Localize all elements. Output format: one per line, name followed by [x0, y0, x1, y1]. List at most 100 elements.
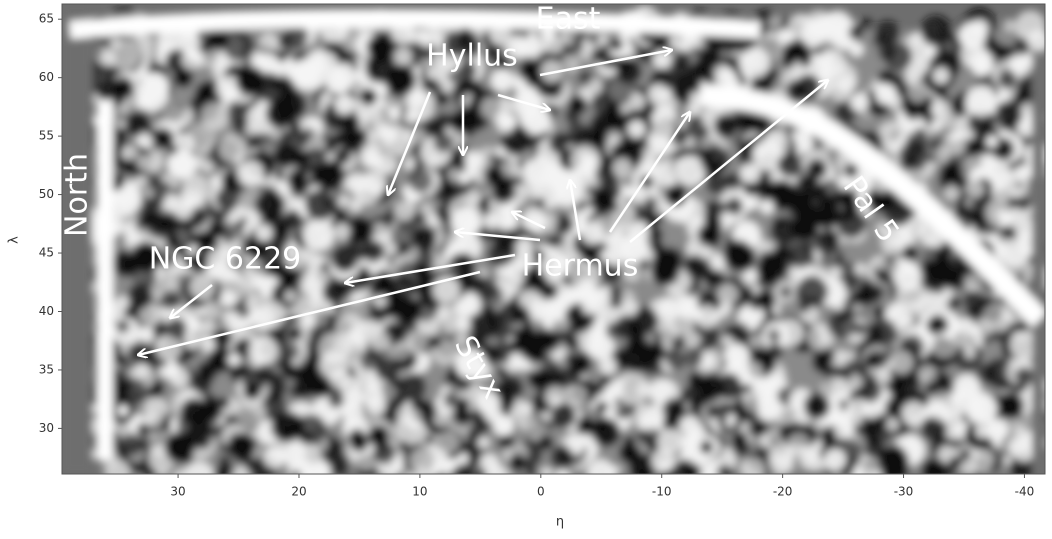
- blob: [137, 132, 154, 149]
- blob: [410, 446, 440, 474]
- blob: [618, 289, 635, 305]
- blob: [443, 391, 460, 408]
- blob: [306, 371, 334, 398]
- x-axis-label: η: [556, 515, 564, 530]
- blob: [118, 358, 131, 371]
- blob: [507, 276, 523, 293]
- blob: [770, 216, 800, 246]
- blob: [874, 257, 888, 271]
- blob: [779, 286, 792, 298]
- blob: [839, 188, 856, 205]
- blob: [554, 469, 571, 474]
- blob: [811, 198, 842, 229]
- blob: [967, 180, 985, 198]
- blob: [131, 241, 162, 273]
- blob: [901, 401, 927, 426]
- y-tick-label: 35: [39, 362, 54, 376]
- blob: [273, 142, 299, 168]
- blob: [504, 436, 516, 449]
- blob: [961, 156, 991, 185]
- blob: [290, 470, 301, 474]
- blob: [127, 283, 153, 309]
- blob: [868, 317, 897, 347]
- blob: [616, 58, 643, 85]
- blob: [173, 67, 193, 88]
- blob: [786, 79, 807, 101]
- blob: [733, 439, 751, 457]
- blob: [849, 42, 864, 57]
- blob: [950, 96, 967, 113]
- blob: [780, 40, 812, 72]
- blob: [1015, 367, 1034, 386]
- y-tick-label: 60: [39, 70, 54, 84]
- blob: [806, 450, 819, 463]
- blob: [207, 346, 234, 373]
- blob: [302, 219, 335, 251]
- blob: [248, 336, 278, 366]
- blob: [433, 133, 453, 153]
- blob: [794, 175, 821, 201]
- blob: [425, 78, 439, 91]
- blob: [174, 200, 194, 220]
- y-tick-label: 55: [39, 129, 54, 143]
- blob: [453, 463, 477, 474]
- blob: [443, 31, 468, 56]
- blob: [191, 230, 218, 257]
- blob: [309, 164, 331, 186]
- blob: [930, 99, 950, 119]
- blob: [657, 428, 684, 455]
- blob: [136, 154, 153, 171]
- blob: [209, 29, 230, 50]
- blob: [674, 155, 706, 187]
- blob: [465, 273, 486, 294]
- blob: [581, 297, 600, 315]
- blob: [821, 438, 834, 450]
- blob: [639, 339, 652, 352]
- blob: [636, 428, 652, 443]
- blob: [677, 198, 706, 227]
- blob: [834, 101, 857, 124]
- blob: [722, 335, 735, 348]
- blob: [747, 194, 761, 208]
- blob: [530, 297, 555, 322]
- blob: [419, 26, 443, 49]
- blob: [174, 462, 188, 474]
- x-tick-label: -20: [773, 485, 793, 499]
- blob: [740, 269, 760, 288]
- blob: [889, 350, 914, 375]
- blob: [109, 36, 122, 49]
- blob: [404, 409, 423, 428]
- blob: [360, 88, 377, 106]
- blob: [629, 220, 650, 241]
- blob: [367, 424, 390, 447]
- y-tick-label: 65: [39, 12, 54, 26]
- blob: [394, 46, 413, 65]
- blob: [481, 399, 503, 422]
- blob: [530, 422, 549, 440]
- blob: [98, 49, 116, 66]
- blob: [960, 41, 987, 68]
- blob: [891, 75, 904, 88]
- blob: [986, 40, 1002, 56]
- arrow: [345, 253, 516, 283]
- blob: [283, 289, 297, 303]
- blob: [194, 80, 223, 109]
- blob: [398, 296, 415, 313]
- blob: [525, 343, 546, 364]
- blob: [519, 359, 531, 371]
- blob: [606, 401, 619, 414]
- blob: [812, 44, 823, 56]
- blob: [429, 336, 442, 348]
- blob: [554, 316, 571, 332]
- blob: [151, 127, 174, 150]
- blob: [304, 189, 337, 221]
- blob: [110, 186, 142, 217]
- blob: [490, 69, 514, 92]
- blob: [328, 392, 344, 408]
- blob: [290, 58, 321, 89]
- blob: [886, 417, 900, 432]
- blob: [882, 444, 907, 469]
- blob: [166, 318, 187, 339]
- blob: [968, 109, 996, 137]
- blob: [716, 414, 728, 426]
